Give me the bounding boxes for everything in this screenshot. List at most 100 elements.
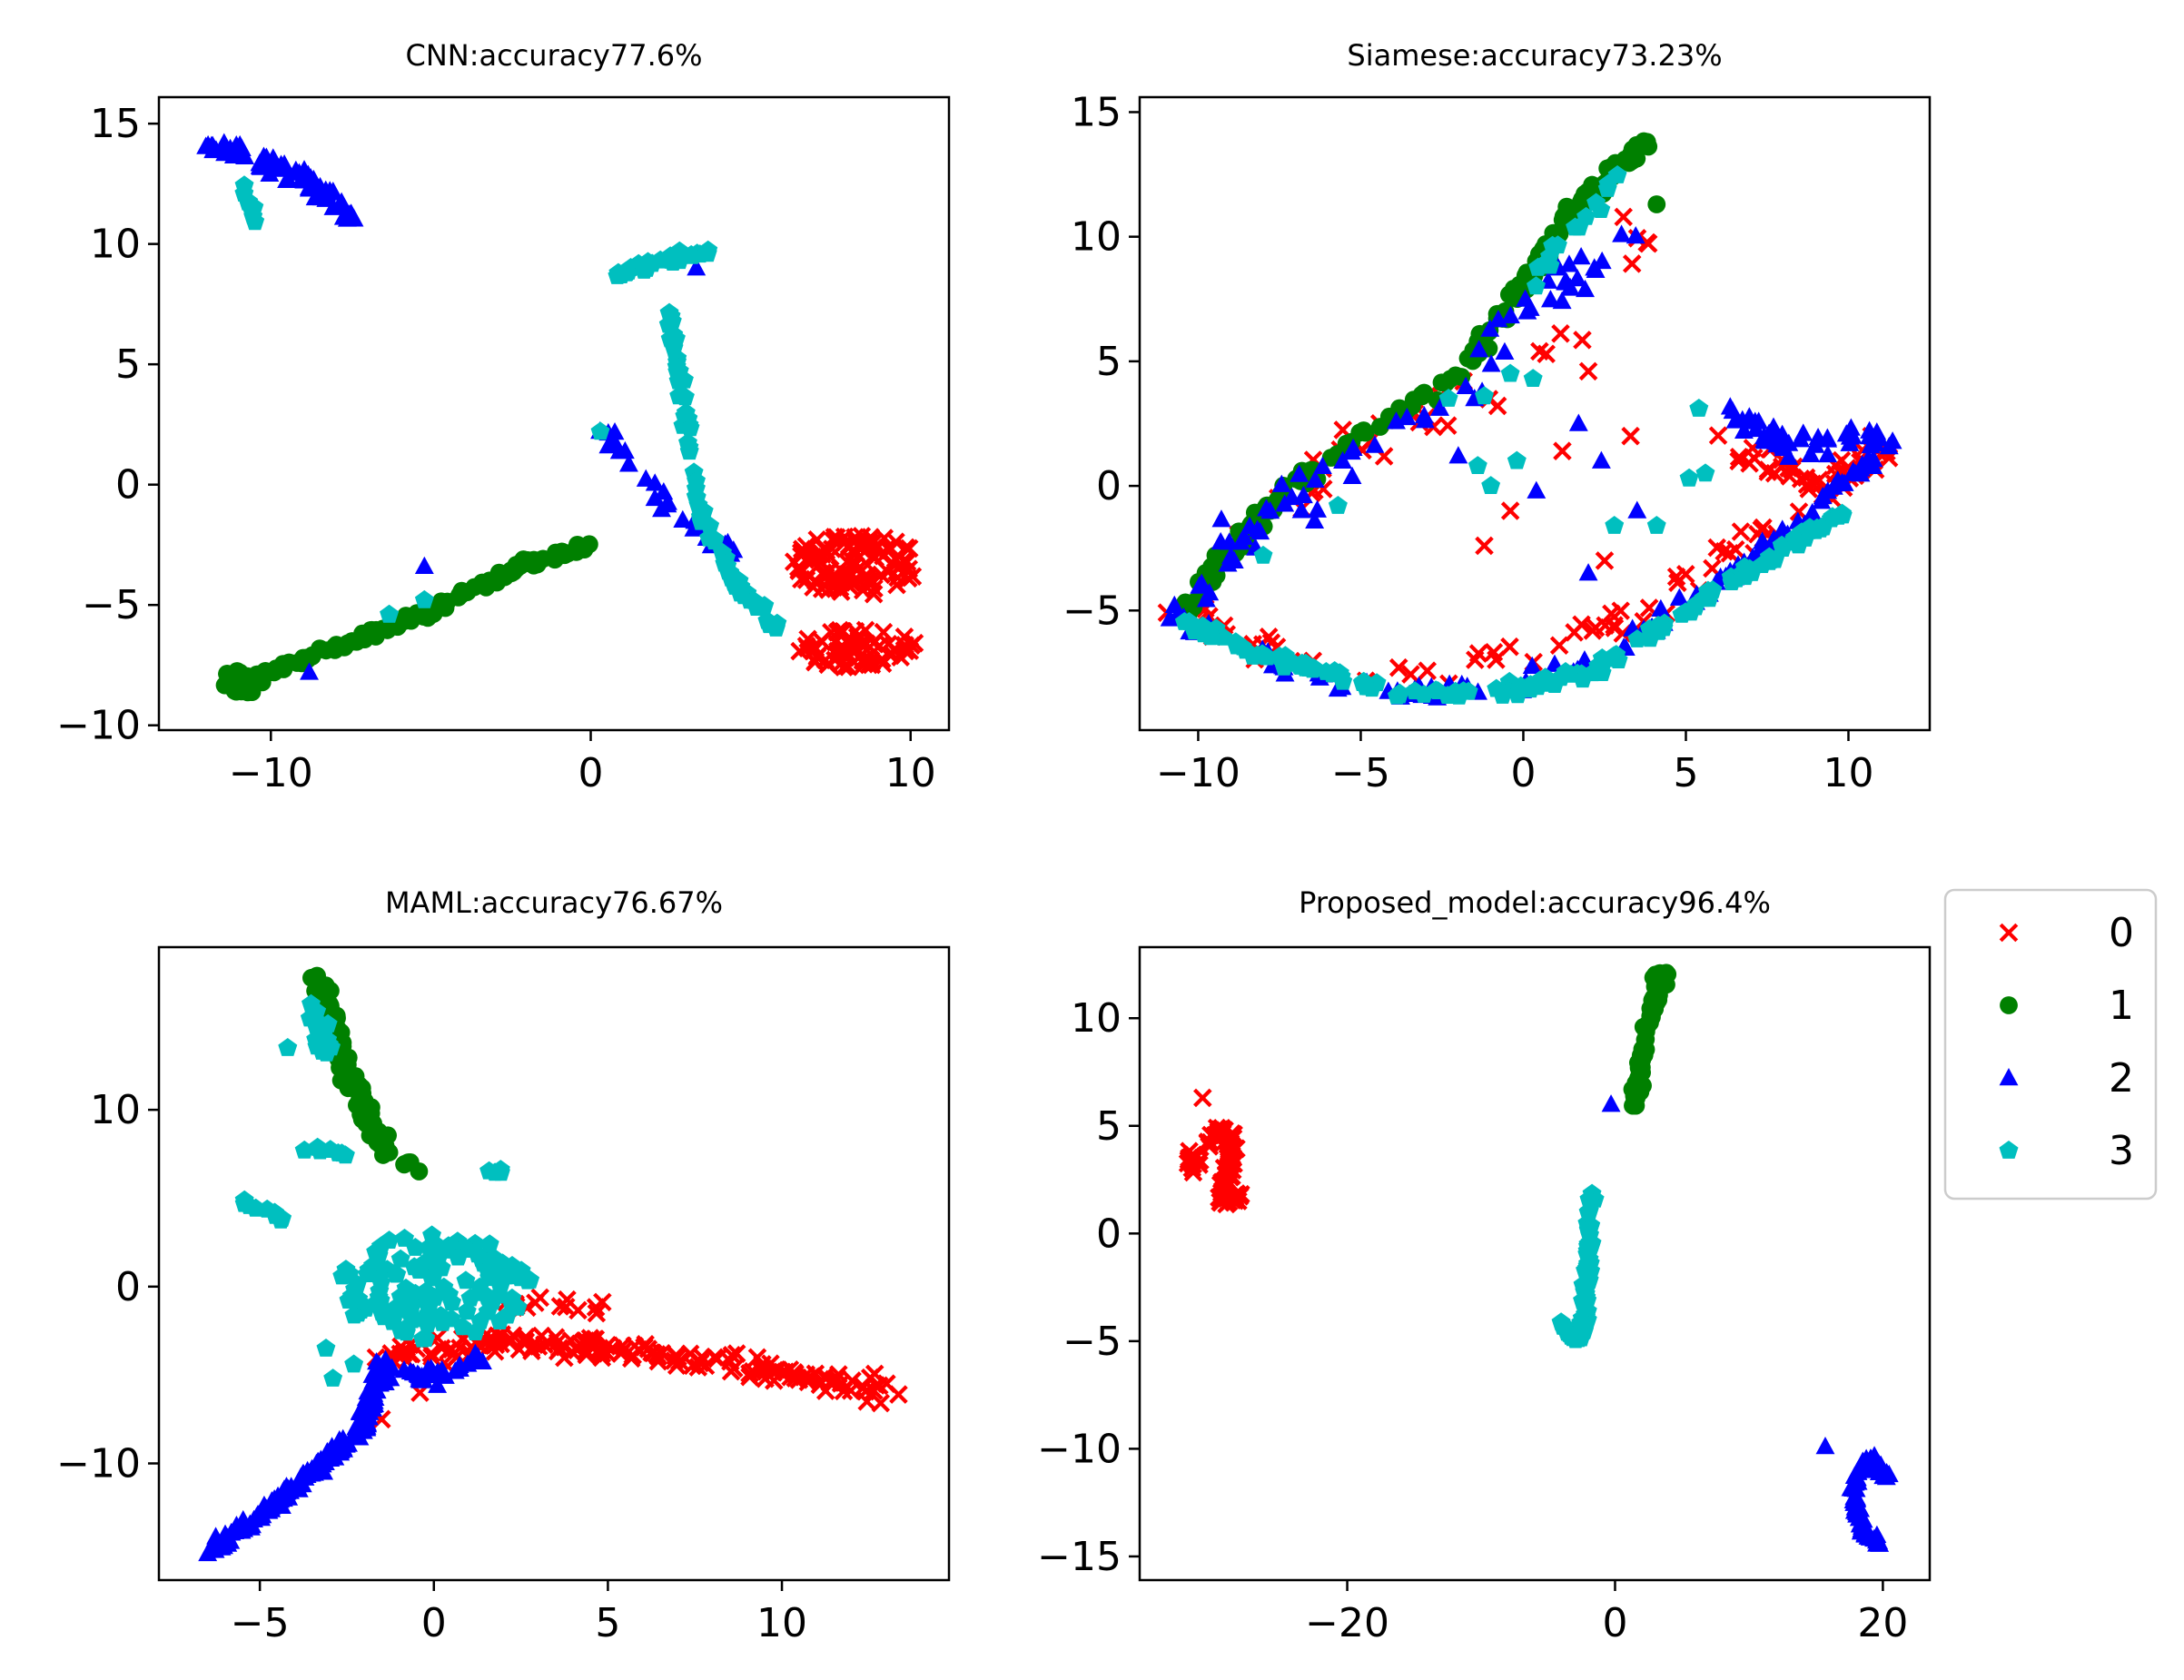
point-class-3 (680, 418, 700, 437)
point-class-3 (1828, 506, 1848, 525)
point-class-2 (654, 481, 674, 500)
point-class-0 (1707, 538, 1727, 558)
point-class-0 (885, 549, 905, 568)
point-class-0 (1220, 1151, 1240, 1170)
point-class-3 (1256, 647, 1276, 666)
point-class-0 (586, 1298, 606, 1317)
point-class-0 (848, 559, 867, 579)
point-class-3 (489, 1311, 509, 1329)
x-tick-label: 20 (1857, 1600, 1908, 1646)
point-class-2 (414, 556, 434, 575)
point-class-2 (1522, 656, 1542, 675)
point-class-3 (667, 356, 687, 375)
point-class-2 (244, 1509, 263, 1527)
point-class-2 (1746, 419, 1766, 438)
scatter-points (196, 133, 924, 702)
point-class-3 (715, 553, 735, 572)
y-tick-label: −5 (82, 582, 141, 628)
point-class-3 (485, 1162, 505, 1181)
point-class-3 (1591, 200, 1611, 218)
legend-item: 1 (2000, 983, 2134, 1029)
x-axis: −20 0 20 (1305, 1580, 1908, 1646)
point-class-3 (423, 1245, 443, 1264)
point-class-1 (298, 648, 317, 667)
x-tick-label: 0 (578, 750, 604, 796)
point-class-3 (335, 1145, 355, 1164)
point-class-1 (1350, 423, 1369, 442)
point-class-0 (1553, 441, 1572, 460)
point-class-3 (1270, 647, 1290, 665)
point-class-3 (1468, 456, 1487, 474)
point-class-2 (1341, 441, 1361, 460)
point-class-1 (516, 553, 535, 572)
y-tick-label: −10 (1037, 1426, 1122, 1472)
point-class-3 (1588, 656, 1608, 675)
point-class-3 (1569, 1321, 1589, 1340)
point-class-2 (1592, 251, 1612, 270)
point-class-0 (623, 1346, 642, 1365)
point-class-2 (334, 1439, 353, 1458)
point-class-3 (1580, 1191, 1599, 1209)
point-class-0 (786, 1369, 805, 1388)
point-class-2 (1540, 290, 1560, 308)
point-class-2 (207, 1532, 227, 1550)
point-class-3 (371, 1236, 390, 1255)
y-tick-label: 0 (1096, 1211, 1122, 1257)
point-class-2 (382, 1358, 402, 1376)
point-class-3 (396, 1278, 416, 1297)
point-class-1 (220, 674, 239, 693)
point-class-3 (1548, 235, 1567, 254)
point-class-2 (1430, 398, 1450, 416)
x-tick-label: 10 (885, 750, 936, 796)
x-tick-label: −5 (231, 1600, 290, 1646)
point-class-2 (1520, 298, 1540, 316)
y-axis: −15 −10 −5 0 5 10 (1037, 995, 1140, 1580)
point-class-1 (458, 583, 477, 601)
point-class-0 (555, 1348, 574, 1368)
point-class-3 (414, 589, 434, 608)
legend-item: 0 (1999, 910, 2134, 956)
point-class-3 (1735, 567, 1755, 586)
x-tick-label: 0 (421, 1600, 447, 1646)
x-tick-label: 10 (1823, 750, 1873, 796)
point-class-3 (1387, 686, 1407, 705)
point-class-0 (860, 1368, 880, 1388)
point-class-3 (382, 1311, 402, 1330)
point-class-3 (1438, 389, 1458, 407)
point-class-3 (691, 506, 711, 525)
point-class-2 (300, 662, 319, 680)
point-class-0 (1573, 331, 1592, 350)
point-class-3 (1627, 629, 1647, 647)
point-class-3 (1500, 363, 1520, 382)
y-tick-label: 10 (1071, 214, 1122, 261)
point-class-3 (1759, 551, 1779, 570)
point-class-2 (215, 143, 235, 162)
point-class-0 (845, 528, 865, 547)
y-tick-label: 5 (115, 341, 141, 388)
point-class-2 (1591, 450, 1611, 469)
point-class-0 (400, 1344, 420, 1364)
y-axis: −10 −5 0 5 10 15 (56, 101, 159, 749)
legend-label: 3 (2109, 1128, 2134, 1174)
point-class-2 (1220, 532, 1240, 550)
point-class-0 (813, 545, 832, 564)
x-tick-label: −10 (1156, 750, 1240, 796)
point-class-1 (1629, 1074, 1648, 1092)
point-class-3 (1578, 1253, 1598, 1272)
point-class-2 (1851, 464, 1871, 482)
point-class-2 (1772, 434, 1792, 452)
point-class-2 (301, 168, 321, 186)
point-class-3 (424, 1265, 444, 1284)
point-class-3 (1253, 545, 1273, 564)
point-class-3 (470, 1310, 490, 1329)
point-class-3 (1551, 667, 1571, 687)
point-class-1 (351, 1076, 369, 1095)
point-class-2 (1516, 289, 1536, 307)
point-class-3 (1722, 572, 1742, 590)
point-class-0 (1530, 341, 1549, 361)
point-class-0 (1668, 573, 1687, 592)
point-class-0 (577, 1341, 596, 1360)
point-class-3 (316, 1339, 336, 1357)
point-class-2 (1762, 422, 1781, 440)
point-class-2 (1448, 446, 1468, 464)
